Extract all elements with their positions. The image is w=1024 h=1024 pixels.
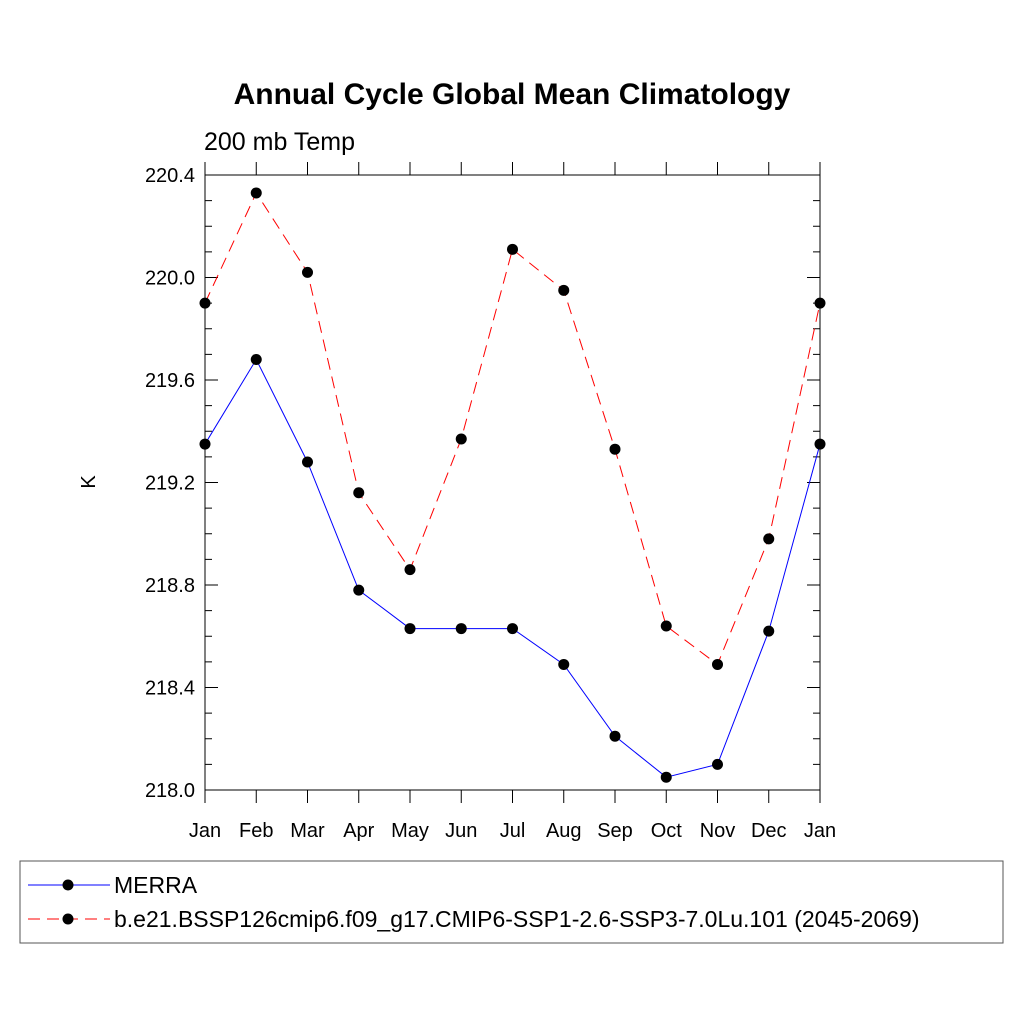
x-tick-label: Jun <box>445 820 477 842</box>
y-tick-label: 218.0 <box>145 780 195 802</box>
legend-label-1: MERRA <box>114 872 198 898</box>
data-point-series-1 <box>250 354 262 365</box>
series-line-1 <box>204 358 821 778</box>
data-point-series-1 <box>302 456 313 468</box>
data-point-series-1 <box>609 730 621 742</box>
x-tick-label: Jan <box>804 820 836 842</box>
x-tick-label: Dec <box>751 820 787 842</box>
data-point-series-1 <box>507 623 518 635</box>
data-point-series-1 <box>404 623 416 635</box>
y-tick-label: 218.4 <box>145 678 195 700</box>
data-point-series-2 <box>199 297 211 309</box>
y-tick-label: 220.0 <box>145 268 195 290</box>
chart-title: Annual Cycle Global Mean Climatology <box>234 78 791 111</box>
x-tick-label: Jan <box>189 820 221 842</box>
y-axis-label: K <box>78 475 100 489</box>
data-point-series-1 <box>199 438 211 450</box>
data-point-series-2 <box>660 620 672 632</box>
data-point-series-1 <box>558 658 570 670</box>
y-tick-label: 220.4 <box>145 165 195 187</box>
x-tick-label: Apr <box>343 820 374 842</box>
legend-label-2: b.e21.BSSP126cmip6.f09_g17.CMIP6-SSP1-2.… <box>114 906 920 932</box>
data-point-series-1 <box>353 584 365 596</box>
data-point-series-2 <box>250 187 262 199</box>
x-tick-label: Oct <box>651 820 683 842</box>
data-point-series-2 <box>814 297 826 309</box>
x-tick-label: Aug <box>546 820 582 842</box>
y-tick-label: 219.6 <box>145 370 195 392</box>
data-point-series-2 <box>763 533 775 545</box>
data-point-series-2 <box>558 284 570 296</box>
data-point-series-2 <box>404 564 416 576</box>
data-point-series-1 <box>814 438 826 450</box>
x-tick-label: Jul <box>500 820 526 842</box>
plot-area: 218.0 218.4 218.8 219.2 219.6 220.0 220.4 Jan Fe… <box>145 162 836 842</box>
y-tick-label: 218.8 <box>145 575 195 597</box>
legend-marker-1 <box>62 879 74 891</box>
x-tick-label: May <box>391 820 429 842</box>
chart-subtitle: 200 mb Temp <box>204 128 355 156</box>
data-point-series-2 <box>302 266 313 278</box>
data-point-series-2 <box>353 487 365 499</box>
x-tick-label: Feb <box>239 820 273 842</box>
y-tick-label: 219.2 <box>145 473 195 495</box>
data-point-series-1 <box>763 625 775 637</box>
x-tick-label: Sep <box>597 820 633 842</box>
series-line-2 <box>204 191 821 666</box>
data-point-series-2 <box>507 243 518 255</box>
data-point-series-2 <box>712 658 723 670</box>
plot-frame <box>204 174 821 791</box>
data-point-series-1 <box>712 758 723 770</box>
data-point-series-1 <box>455 623 467 635</box>
data-point-series-2 <box>455 433 467 445</box>
legend: MERRA b.e21.BSSP126cmip6.f09_g17.CMIP6-SS… <box>19 860 1004 944</box>
x-tick-label: Mar <box>290 820 325 842</box>
x-tick-label: Nov <box>700 820 736 842</box>
legend-box <box>19 860 1004 944</box>
legend-marker-2 <box>62 913 74 925</box>
data-point-series-2 <box>609 443 621 455</box>
data-point-series-1 <box>660 771 672 783</box>
